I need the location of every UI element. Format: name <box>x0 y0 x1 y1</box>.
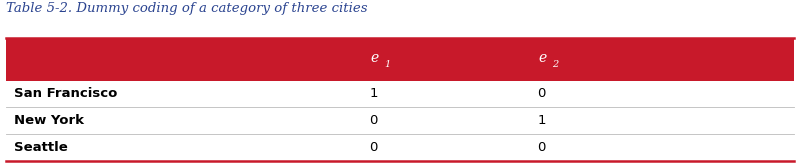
Bar <box>6 38 794 81</box>
Text: 1: 1 <box>370 87 378 100</box>
Text: e: e <box>370 51 378 65</box>
Text: New York: New York <box>14 114 85 127</box>
Text: 0: 0 <box>538 87 546 100</box>
Text: e: e <box>538 51 546 65</box>
Text: 2: 2 <box>552 60 558 69</box>
Bar <box>6 134 794 161</box>
Bar <box>6 81 794 107</box>
Text: 1: 1 <box>384 60 390 69</box>
Bar <box>6 107 794 134</box>
Text: San Francisco: San Francisco <box>14 87 118 100</box>
Text: 0: 0 <box>370 114 378 127</box>
Text: 1: 1 <box>538 114 546 127</box>
Text: Table 5-2. Dummy coding of a category of three cities: Table 5-2. Dummy coding of a category of… <box>6 2 368 15</box>
Text: 0: 0 <box>538 141 546 154</box>
Text: 0: 0 <box>370 141 378 154</box>
Text: Seattle: Seattle <box>14 141 68 154</box>
